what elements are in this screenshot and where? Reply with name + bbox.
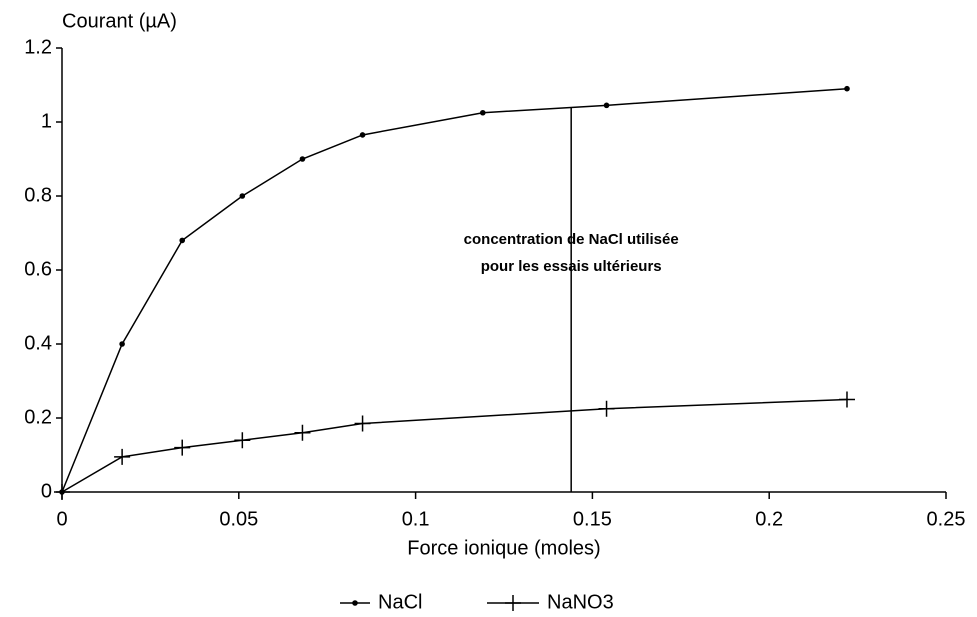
point <box>838 391 855 408</box>
legend-label: NaCl <box>378 591 422 613</box>
legend-label: NaNO3 <box>547 591 614 613</box>
point <box>352 600 358 606</box>
point <box>114 448 131 465</box>
y-tick-label: 0.2 <box>24 406 52 428</box>
point <box>54 484 70 500</box>
x-axis-label: Force ionique (moles) <box>407 537 600 559</box>
x-tick-label: 0.15 <box>573 508 612 530</box>
point <box>299 156 306 162</box>
x-tick-label: 0.2 <box>755 508 783 530</box>
x-tick-label: 0.05 <box>219 508 258 530</box>
point <box>359 132 366 138</box>
y-tick-label: 1 <box>41 110 52 132</box>
point <box>174 439 191 456</box>
x-tick-label: 0 <box>56 508 67 530</box>
point <box>354 415 371 432</box>
point <box>179 237 186 244</box>
point <box>239 193 246 199</box>
series-line <box>61 398 848 493</box>
y-tick-label: 1.2 <box>24 36 52 58</box>
annotation-text: pour les essais ultérieurs <box>481 258 662 275</box>
y-tick-label: 0.6 <box>24 258 52 280</box>
point <box>119 341 125 347</box>
x-tick-label: 0.25 <box>927 508 966 530</box>
x-tick-label: 0.1 <box>402 508 430 530</box>
point <box>505 595 521 611</box>
point <box>844 85 850 92</box>
y-tick-label: 0.8 <box>24 184 52 206</box>
point <box>479 109 486 116</box>
series-line <box>61 87 848 493</box>
y-tick-label: 0.4 <box>24 332 52 354</box>
point <box>603 102 610 109</box>
point <box>234 432 251 449</box>
point <box>294 424 311 441</box>
annotation-text: concentration de NaCl utilisée <box>464 231 679 248</box>
point <box>598 400 615 417</box>
y-axis-label: Courant (µA) <box>62 10 177 32</box>
y-tick-label: 0 <box>41 480 52 502</box>
